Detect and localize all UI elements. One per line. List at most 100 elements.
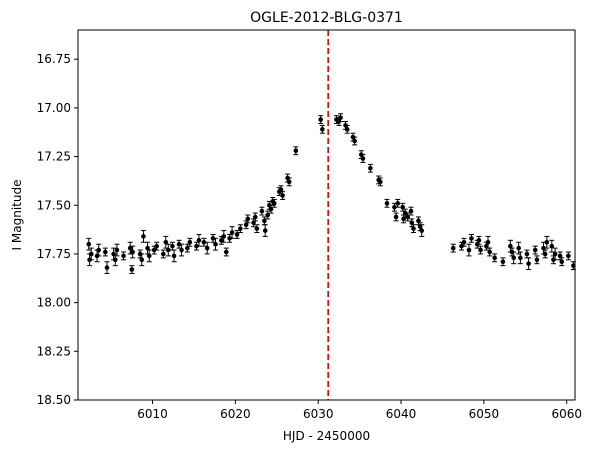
point-marker	[532, 247, 538, 253]
data-point	[271, 198, 277, 208]
point-marker	[469, 236, 474, 241]
point-marker	[104, 265, 110, 270]
data-point	[526, 257, 532, 271]
point-marker	[534, 257, 540, 263]
data-point	[229, 226, 235, 239]
point-marker	[552, 251, 558, 257]
point-marker	[466, 247, 472, 253]
data-point	[293, 146, 299, 156]
data-point	[405, 212, 411, 222]
y-tick-label: 17.25	[37, 150, 71, 164]
point-marker	[450, 245, 456, 251]
data-point	[265, 210, 271, 220]
data-point	[534, 255, 540, 265]
y-tick-label: 18.00	[37, 296, 71, 310]
x-tick-label: 6040	[386, 407, 417, 421]
y-tick-label: 18.50	[37, 393, 71, 407]
data-point	[319, 124, 325, 134]
data-point	[252, 212, 258, 222]
point-marker	[384, 201, 390, 206]
data-point	[468, 233, 474, 243]
data-point	[450, 243, 456, 253]
point-marker	[476, 238, 482, 243]
point-marker	[204, 245, 210, 251]
point-marker	[243, 222, 249, 228]
data-point	[352, 136, 358, 146]
point-marker	[484, 243, 489, 249]
point-marker	[213, 241, 218, 247]
point-marker	[320, 127, 325, 132]
point-marker	[121, 253, 126, 259]
data-point	[492, 253, 498, 263]
data-point	[557, 251, 563, 261]
point-marker	[251, 220, 256, 226]
point-marker	[221, 234, 227, 239]
point-marker	[511, 255, 517, 261]
x-axis: 6010 6020 6030 6040 6050 6060	[137, 400, 582, 421]
point-marker	[170, 243, 175, 249]
point-marker	[129, 267, 135, 272]
point-marker	[492, 255, 497, 261]
point-marker	[185, 245, 190, 251]
data-point	[169, 241, 175, 251]
point-marker	[411, 226, 416, 231]
point-marker	[542, 251, 548, 257]
point-marker	[254, 226, 260, 231]
plot-area	[86, 113, 576, 274]
data-point	[360, 154, 366, 163]
data-point	[129, 265, 135, 274]
point-marker	[163, 239, 169, 245]
data-point	[245, 214, 251, 224]
data-point	[532, 245, 538, 255]
x-tick-label: 6060	[551, 407, 582, 421]
point-marker	[187, 239, 193, 245]
point-marker	[338, 115, 343, 120]
point-marker	[344, 127, 350, 132]
point-marker	[114, 247, 120, 253]
point-marker	[201, 239, 207, 245]
x-tick-label: 6020	[220, 407, 251, 421]
data-point	[278, 185, 284, 195]
y-tick-label: 17.00	[37, 101, 71, 115]
data-point	[121, 251, 127, 261]
data-point	[478, 245, 484, 255]
data-point	[254, 224, 260, 234]
point-marker	[130, 249, 135, 255]
point-marker	[265, 212, 270, 218]
point-marker	[360, 156, 366, 161]
data-point	[130, 245, 136, 259]
point-marker	[318, 117, 324, 122]
data-point	[487, 247, 493, 257]
point-marker	[165, 247, 171, 253]
point-marker	[196, 238, 202, 243]
point-marker	[268, 206, 274, 212]
data-point	[377, 177, 383, 187]
data-point	[154, 241, 160, 251]
point-marker	[262, 218, 267, 224]
data-point	[102, 247, 108, 257]
point-marker	[141, 234, 146, 239]
point-marker	[419, 228, 425, 233]
point-marker	[259, 208, 265, 214]
data-point	[201, 237, 207, 247]
data-point	[542, 249, 548, 259]
point-marker	[112, 257, 118, 263]
data-point	[344, 124, 350, 134]
data-point	[280, 191, 286, 200]
point-marker	[518, 255, 523, 261]
data-point	[221, 230, 227, 243]
x-tick-label: 6010	[137, 407, 168, 421]
point-marker	[461, 239, 467, 245]
data-point	[408, 206, 414, 216]
data-point	[565, 251, 571, 261]
point-marker	[103, 249, 108, 255]
data-point	[160, 249, 166, 259]
data-point	[204, 241, 210, 255]
point-marker	[280, 193, 285, 198]
point-marker	[541, 245, 546, 251]
y-tick-label: 16.75	[37, 52, 71, 66]
data-point	[223, 247, 229, 257]
data-point	[140, 230, 146, 243]
point-marker	[508, 243, 513, 249]
plot-frame	[77, 29, 576, 401]
